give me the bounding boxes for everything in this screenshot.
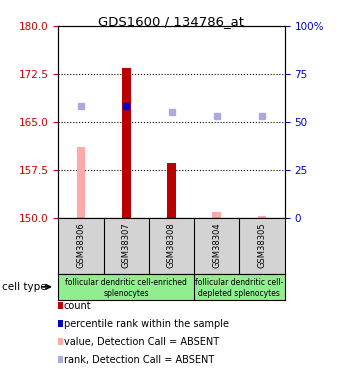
Bar	[76, 147, 85, 218]
Bar	[212, 212, 221, 217]
Bar	[167, 164, 176, 218]
Text: splenocytes: splenocytes	[103, 289, 149, 298]
Text: GSM38307: GSM38307	[122, 223, 131, 268]
Text: count: count	[63, 301, 91, 310]
Text: GSM38306: GSM38306	[76, 223, 85, 268]
Text: rank, Detection Call = ABSENT: rank, Detection Call = ABSENT	[63, 355, 214, 364]
Text: GDS1600 / 134786_at: GDS1600 / 134786_at	[98, 15, 245, 28]
Text: percentile rank within the sample: percentile rank within the sample	[63, 319, 228, 328]
Bar	[258, 216, 267, 217]
Text: GSM38304: GSM38304	[212, 223, 221, 268]
Text: cell type: cell type	[2, 282, 46, 292]
Text: GSM38305: GSM38305	[258, 223, 267, 268]
Bar	[122, 68, 131, 218]
Text: follicular dendritic cell-: follicular dendritic cell-	[195, 278, 284, 287]
Text: depleted splenocytes: depleted splenocytes	[199, 289, 280, 298]
Text: follicular dendritic cell-enriched: follicular dendritic cell-enriched	[65, 278, 187, 287]
Text: GSM38308: GSM38308	[167, 223, 176, 268]
Text: value, Detection Call = ABSENT: value, Detection Call = ABSENT	[63, 337, 219, 346]
